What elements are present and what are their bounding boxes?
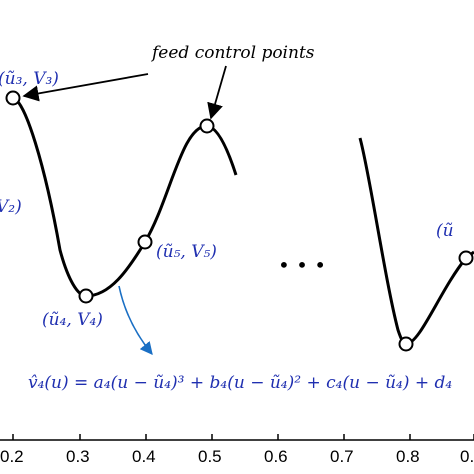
label-point-4: (ũ₄, V₄) [42, 310, 103, 330]
control-point-min [398, 336, 414, 352]
equation-arrow [118, 285, 153, 355]
tick-label: 0.2 [0, 447, 24, 466]
label-point-m: (ũ [436, 221, 454, 241]
annotation-label: feed control points [150, 43, 315, 63]
spline-curve-right [358, 137, 474, 346]
tick-label: 0.8 [396, 447, 420, 466]
x-axis-ticks [12, 434, 474, 440]
label-point-2: V₂) [0, 197, 22, 217]
control-point-m [458, 250, 474, 266]
annotation-arrow-left [22, 73, 149, 102]
annotation-arrow-right [207, 65, 227, 120]
tick-label: 0.5 [198, 447, 222, 466]
tick-label: 0.3 [66, 447, 90, 466]
tick-label: 0.9 [460, 447, 474, 466]
equation: v̂₄(u) = a₄(u − ũ₄)³ + b₄(u − ũ₄)² + c₄(… [28, 373, 452, 393]
control-point-5 [137, 234, 153, 250]
tick-label: 0.4 [132, 447, 156, 466]
control-point-4 [78, 288, 94, 304]
label-point-5: (ũ₅, V₅) [156, 242, 217, 262]
ellipsis: • • • [278, 253, 326, 277]
tick-label: 0.7 [330, 447, 354, 466]
control-point-3 [5, 90, 21, 106]
tick-label: 0.6 [264, 447, 288, 466]
control-point-peak [199, 118, 215, 134]
label-point-3: (ũ₃, V₃) [0, 69, 59, 89]
